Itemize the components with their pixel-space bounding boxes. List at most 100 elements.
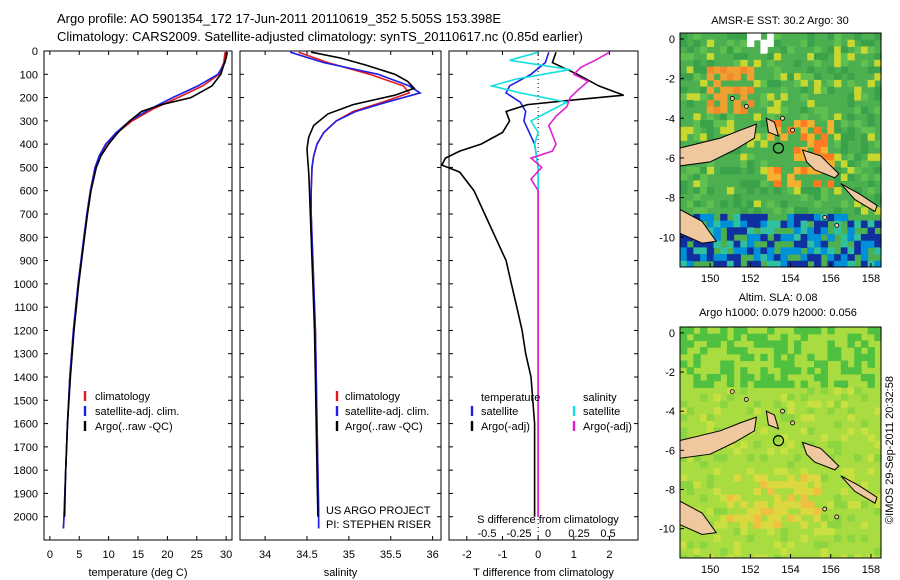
sst_map-cell bbox=[793, 207, 802, 215]
sst_map-cell bbox=[834, 73, 842, 81]
sla_map-cell bbox=[780, 340, 788, 348]
sla_map-cell bbox=[780, 467, 788, 475]
sst_map-cell bbox=[800, 106, 808, 114]
sla_map-cell bbox=[700, 394, 708, 402]
sst_map-cell bbox=[793, 79, 802, 88]
sla_map-cell bbox=[867, 353, 875, 362]
sst_map-cell bbox=[773, 100, 782, 108]
sst_map-cell bbox=[840, 46, 849, 54]
sst_map-cell bbox=[686, 200, 694, 208]
sst_map-cell bbox=[706, 200, 715, 208]
sla_map-cell bbox=[733, 347, 741, 355]
sst_map-cell bbox=[840, 146, 849, 155]
sla_map-cell bbox=[820, 373, 828, 382]
sst_map-cell bbox=[733, 66, 741, 74]
sla_map-cell bbox=[740, 367, 748, 375]
sst_map-cell bbox=[874, 73, 882, 81]
sla_map-cell bbox=[693, 360, 701, 368]
sst_map-cell bbox=[706, 53, 715, 61]
sst_map-cell bbox=[860, 254, 869, 262]
sst_map-cell bbox=[874, 240, 882, 248]
sst_map-cell bbox=[847, 79, 855, 88]
sst_map-cell bbox=[814, 53, 822, 61]
sla_map-cell bbox=[847, 514, 855, 522]
sla_map-cell bbox=[787, 407, 795, 415]
sla_map-cell bbox=[834, 420, 842, 429]
sst_map-cell bbox=[680, 39, 688, 47]
sst_map-cell bbox=[780, 106, 788, 114]
sst_map-cell bbox=[834, 260, 842, 267]
sst_map-cell bbox=[820, 153, 828, 161]
sst_map-cell bbox=[733, 106, 741, 114]
sst_map-cell bbox=[834, 254, 842, 262]
sla_map-cell bbox=[753, 340, 761, 348]
sst_map-cell bbox=[860, 260, 869, 267]
sla_map-cell bbox=[807, 487, 815, 496]
sst_map-land bbox=[765, 117, 780, 137]
sla_map-cell bbox=[726, 494, 735, 502]
sla_map-cell bbox=[700, 541, 708, 549]
sst_map-islet bbox=[834, 222, 840, 228]
sst_map-cell bbox=[867, 120, 875, 128]
temperature-x-tick-label: 30 bbox=[220, 549, 232, 561]
sst_map-cell bbox=[780, 260, 788, 267]
sla_map-frame bbox=[679, 326, 882, 559]
sla_map-cell bbox=[787, 367, 795, 375]
sla_map-cell bbox=[767, 327, 775, 335]
sst_map-cell bbox=[680, 73, 688, 81]
sla_map-cell bbox=[706, 414, 715, 422]
diff-legend-label: Argo(-adj) bbox=[481, 421, 530, 433]
sst_map-cell bbox=[733, 59, 741, 68]
sst_map-cell bbox=[720, 73, 728, 81]
sst_map-cell bbox=[686, 126, 694, 135]
sst_map-cell bbox=[834, 126, 842, 135]
sst_map-cell bbox=[693, 39, 701, 47]
sst_map-cell bbox=[820, 146, 828, 155]
sst_map-lat-tick-label: -10 bbox=[659, 232, 675, 244]
sla_map-cell bbox=[807, 387, 815, 395]
sla_map-cell bbox=[767, 521, 775, 529]
sst_map-cell bbox=[680, 53, 688, 61]
sst_map-cell bbox=[793, 153, 802, 161]
sst_map-cell bbox=[800, 79, 808, 88]
y-tick-label: 700 bbox=[20, 209, 38, 221]
sst_map-cell bbox=[726, 39, 735, 47]
sla_map-cell bbox=[807, 427, 815, 435]
sst_map-cell bbox=[847, 39, 855, 47]
sla_map-land bbox=[801, 441, 840, 471]
sla_map-cell bbox=[820, 528, 828, 536]
sst_map-cell bbox=[726, 73, 735, 81]
sla_map-cell bbox=[800, 333, 808, 341]
sst_map-cell bbox=[680, 260, 688, 267]
salinity-legend-label: climatology bbox=[345, 391, 401, 403]
sst_map-cell bbox=[840, 254, 849, 262]
sla_map-cell bbox=[787, 360, 795, 368]
sla_map-cell bbox=[780, 373, 788, 382]
sla-map-title-1: Altim. SLA: 0.08 bbox=[739, 292, 818, 304]
sla_map-cell bbox=[686, 367, 694, 375]
sst_map-cell bbox=[773, 39, 782, 47]
sst_map-cell bbox=[767, 113, 775, 121]
sla_map-cell bbox=[874, 333, 882, 341]
sst_map-cell bbox=[706, 66, 715, 74]
sst_map-cell bbox=[693, 207, 701, 215]
sla_map-cell bbox=[733, 447, 741, 455]
diff-legend-label: Argo(-adj) bbox=[583, 421, 632, 433]
sst_map-cell bbox=[720, 247, 728, 255]
sst_map-cell bbox=[827, 66, 835, 74]
sla_map-cell bbox=[860, 340, 869, 348]
sla_map-cell bbox=[793, 367, 802, 375]
sst_map-cell bbox=[847, 260, 855, 267]
sla_map-cell bbox=[767, 373, 775, 382]
sst_map-cell bbox=[874, 140, 882, 148]
sla_map-cell bbox=[747, 353, 755, 362]
sla_map-cell bbox=[800, 474, 808, 482]
sst_map-cell bbox=[693, 187, 701, 195]
sla_map-cell bbox=[726, 554, 735, 558]
sla_map-cell bbox=[680, 481, 688, 489]
sst_map-cell bbox=[787, 173, 795, 181]
sst_map-cell bbox=[827, 86, 835, 94]
sst_map-cell bbox=[834, 213, 842, 222]
sla_map-cell bbox=[747, 454, 755, 462]
sla_map-cell bbox=[800, 487, 808, 496]
